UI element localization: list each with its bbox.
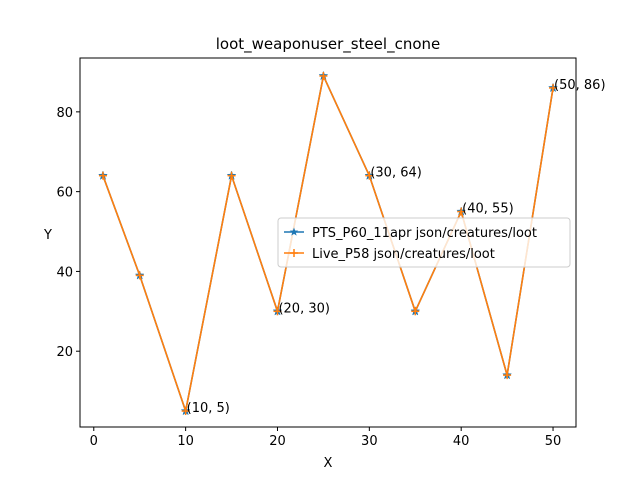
data-label: (30, 64) (370, 166, 422, 181)
y-tick-label: 40 (56, 265, 73, 280)
data-label: (20, 30) (278, 301, 330, 316)
data-label: (40, 55) (462, 202, 514, 217)
legend-marker (289, 227, 299, 236)
legend: PTS_P60_11apr json/creatures/loot Live_P5… (277, 217, 571, 268)
data-point-2 (319, 71, 328, 80)
legend-entry: Live_P58 json/creatures/loot (312, 247, 495, 262)
y-tick-label: 60 (56, 186, 73, 201)
chart-title: loot_weaponuser_steel_cnone (216, 35, 441, 54)
x-tick-label: 20 (269, 434, 286, 449)
y-axis-label: Y (43, 228, 52, 243)
data-point-2 (135, 271, 144, 280)
x-tick-label: 30 (361, 434, 378, 449)
data-point-2 (98, 171, 107, 180)
data-point-2 (365, 171, 374, 180)
x-tick-label: 40 (453, 434, 470, 449)
data-label: (10, 5) (187, 401, 230, 416)
x-axis-label: X (324, 456, 333, 471)
y-tick-label: 20 (56, 345, 73, 360)
y-tick-label: 80 (56, 106, 73, 121)
data-point-2 (181, 407, 190, 416)
data-point-2 (227, 171, 236, 180)
plot-area: 0 10 20 30 40 50 20 40 60 80 (10, 5) (20, 30) (30, 6… (56, 57, 606, 449)
data-point-2 (503, 371, 512, 380)
legend-entry: PTS_P60_11apr json/creatures/loot (312, 226, 537, 241)
data-point-2 (273, 307, 282, 316)
x-tick-label: 0 (90, 434, 98, 449)
legend-box (277, 217, 571, 268)
axes-frame (79, 57, 577, 428)
data-point-2 (457, 207, 466, 216)
x-tick-label: 10 (177, 434, 194, 449)
data-label: (50, 86) (554, 78, 606, 93)
data-point-2 (549, 83, 558, 92)
x-tick-label: 50 (545, 434, 562, 449)
data-point-2 (411, 307, 420, 316)
